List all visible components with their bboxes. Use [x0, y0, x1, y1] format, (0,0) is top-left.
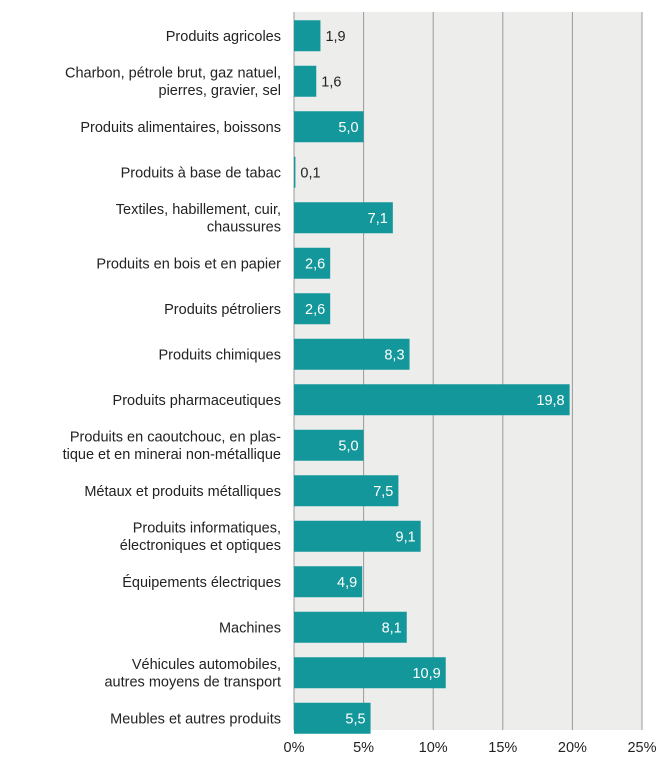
- category-label-line: Véhicules automobiles,: [132, 657, 281, 673]
- bar: [294, 65, 317, 97]
- category-label: Produits en bois et en papier: [96, 256, 281, 272]
- category-label-line: Charbon, pétrole brut, gaz natuel,: [65, 66, 281, 82]
- bar: [294, 293, 331, 325]
- category-label-line: Produits pétroliers: [164, 302, 281, 318]
- data-label: 1,9: [325, 29, 345, 45]
- category-label-line: chaussures: [207, 220, 281, 236]
- bar: [294, 611, 407, 643]
- category-label: Équipements électriques: [122, 574, 281, 591]
- data-label: 1,6: [321, 74, 341, 90]
- category-label: Charbon, pétrole brut, gaz natuel, pierre…: [65, 66, 281, 100]
- category-label-line: Produits à base de tabac: [121, 165, 281, 181]
- bar: [294, 475, 399, 507]
- category-label-line: autres moyens de transport: [104, 675, 281, 691]
- category-label: Produits à base de tabac: [121, 165, 281, 181]
- bar: [294, 520, 421, 552]
- category-label-line: Équipements électriques: [122, 574, 281, 591]
- category-label-line: Produits informatiques,: [133, 521, 281, 537]
- category-label-line: Machines: [219, 620, 281, 636]
- category-label: Produits chimiques: [159, 347, 282, 363]
- x-tick-label: 10%: [419, 740, 448, 756]
- category-label-line: Produits pharmaceutiques: [113, 393, 281, 409]
- category-label-line: Meubles et autres produits: [110, 711, 281, 727]
- x-tick-label: 5%: [353, 740, 374, 756]
- data-label: 7,5: [373, 484, 393, 500]
- category-label-line: Produits chimiques: [159, 347, 282, 363]
- category-label: Produits informatiques, électroniques et …: [120, 521, 281, 555]
- x-tick-label: 0%: [284, 740, 305, 756]
- bar: [294, 338, 410, 370]
- bar: [294, 429, 364, 461]
- category-label-line: tique et en minerai non-métallique: [63, 447, 281, 463]
- category-label-line: pierres, gravier, sel: [159, 83, 282, 99]
- bar: [294, 156, 296, 188]
- category-label-line: Textiles, habillement, cuir,: [116, 202, 281, 218]
- bar: [294, 20, 321, 52]
- category-label-line: électroniques et optiques: [120, 538, 281, 554]
- category-label: Produits alimentaires, boissons: [80, 120, 281, 136]
- bar: [294, 202, 393, 234]
- data-label: 2,6: [305, 302, 325, 318]
- data-label: 8,3: [384, 347, 404, 363]
- data-label: 10,9: [412, 666, 440, 682]
- category-label-line: Produits agricoles: [166, 29, 281, 45]
- category-label-line: Métaux et produits métalliques: [84, 484, 281, 500]
- bar: [294, 384, 570, 416]
- data-label: 0,1: [300, 165, 320, 181]
- data-label: 2,6: [305, 256, 325, 272]
- data-label: 19,8: [536, 393, 564, 409]
- category-label-line: Produits en bois et en papier: [96, 256, 281, 272]
- category-labels: Produits agricoles Charbon, pétrole brut,…: [63, 29, 282, 728]
- data-label: 7,1: [368, 211, 388, 227]
- x-axis-tick-labels: 0% 5% 10% 15% 20% 25%: [284, 740, 657, 756]
- data-label: 5,0: [338, 120, 358, 136]
- category-label: Métaux et produits métalliques: [84, 484, 281, 500]
- data-label: 8,1: [382, 620, 402, 636]
- bar: [294, 247, 331, 279]
- x-tick-label: 15%: [488, 740, 517, 756]
- category-label: Produits en caoutchouc, en plas-tique et…: [63, 430, 282, 464]
- category-label: Textiles, habillement, cuir, chaussures: [116, 202, 281, 236]
- category-label: Meubles et autres produits: [110, 711, 281, 727]
- data-label: 4,9: [337, 575, 357, 591]
- x-tick-label: 20%: [558, 740, 587, 756]
- x-tick-label: 25%: [627, 740, 656, 756]
- bar: [294, 111, 364, 143]
- data-label: 9,1: [396, 529, 416, 545]
- data-label: 5,0: [338, 438, 358, 454]
- category-label: Produits pharmaceutiques: [113, 393, 281, 409]
- category-label-line: Produits alimentaires, boissons: [80, 120, 281, 136]
- bar: [294, 566, 363, 598]
- category-label: Véhicules automobiles, autres moyens de t…: [104, 657, 281, 691]
- category-label: Produits pétroliers: [164, 302, 281, 318]
- bars: [294, 20, 570, 734]
- bar: [294, 657, 446, 689]
- bar: [294, 702, 371, 734]
- category-label-line: Produits en caoutchouc, en plas-: [70, 430, 281, 446]
- category-label: Produits agricoles: [166, 29, 281, 45]
- value-labels: 1,9 1,6 5,0 0,1 7,1 2,6 2,6 8,3 19,8 5,0 7,5 9,1 4,9…: [300, 29, 564, 728]
- category-label: Machines: [219, 620, 281, 636]
- data-label: 5,5: [345, 711, 365, 727]
